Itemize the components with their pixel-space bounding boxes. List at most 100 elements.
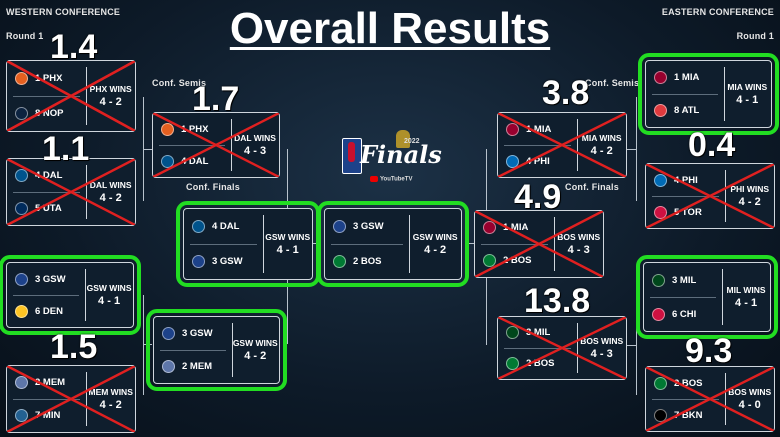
winner-label: GSW WINS (265, 232, 311, 242)
series-box-dal-uta[interactable]: 4 DAL 5 UTA DAL WINS 4 - 2 (6, 158, 136, 226)
team-label: 6 DEN (35, 305, 63, 317)
team-label: 3 GSW (182, 328, 213, 339)
team-label: 3 MIL (672, 274, 697, 286)
team-row: 1 MIA (646, 61, 724, 94)
gsw-logo-icon (162, 327, 175, 340)
series-result: MEM WINS 4 - 2 (86, 366, 135, 432)
gsw-logo-icon (333, 220, 346, 233)
mil-logo-icon (652, 273, 665, 287)
team-row: 3 MIL (644, 263, 722, 297)
team-row: 2 BOS (325, 244, 409, 279)
winner-label: DAL WINS (89, 180, 132, 190)
min-logo-icon (15, 409, 28, 422)
connector-line (636, 295, 637, 395)
team-label: 1 PHX (35, 73, 63, 84)
connector-line (626, 149, 636, 150)
series-result: DAL WINS 4 - 2 (86, 159, 135, 225)
series-box-gsw-mem[interactable]: 3 GSW 2 MEM GSW WINS 4 - 2 (146, 309, 287, 391)
team-label: 1 PHX (181, 123, 209, 135)
team-row: 2 MEM (154, 350, 232, 383)
winner-label: GSW WINS (232, 338, 278, 348)
series-box-mia-phi[interactable]: 1 MIA 4 PHI MIA WINS 4 - 2 (497, 112, 627, 178)
series-box-mil-bos[interactable]: 3 MIL 2 BOS BOS WINS 4 - 3 (497, 316, 627, 380)
chi-logo-icon (652, 307, 665, 321)
team-row: 4 PHI (646, 164, 725, 196)
team-label: 2 BOS (353, 256, 382, 267)
score-overlay: 4.9 (514, 178, 562, 216)
series-box-phi-tor[interactable]: 4 PHI 5 TOR PHI WINS 4 - 2 (645, 163, 775, 229)
bos-logo-icon (654, 376, 667, 390)
row-divider (190, 244, 258, 245)
connector-line (143, 149, 152, 150)
series-score: 4 - 3 (244, 145, 267, 157)
team-label: 4 DAL (181, 155, 209, 167)
series-box-mia-atl[interactable]: 1 MIA 8 ATL MIA WINS 4 - 1 (638, 53, 779, 135)
series-result: BOS WINS 4 - 0 (725, 367, 774, 431)
mem-logo-icon (162, 360, 175, 373)
team-label: 1 MIA (526, 123, 552, 135)
team-row: 2 BOS (475, 244, 554, 277)
team-row: 6 DEN (7, 295, 85, 327)
column-divider (409, 215, 411, 273)
series-box-phx-nop[interactable]: 1 PHX 8 NOP PHX WINS 4 - 2 (6, 60, 136, 132)
team-label: 3 MIL (526, 327, 551, 338)
channel-label: YouTubeTV (380, 176, 413, 183)
phx-logo-icon (15, 72, 28, 85)
series-box-phx-dal[interactable]: 1 PHX 4 DAL DAL WINS 4 - 3 (152, 112, 280, 178)
series-score: 4 - 0 (738, 399, 761, 411)
tor-logo-icon (654, 205, 667, 219)
page-title: Overall Results (229, 4, 551, 53)
row-divider (331, 244, 404, 245)
series-result: GSW WINS 4 - 1 (85, 263, 133, 327)
score-overlay: 1.5 (50, 328, 98, 366)
team-label: 2 BOS (503, 255, 532, 266)
column-divider (231, 323, 233, 377)
youtube-icon (370, 176, 378, 182)
column-divider (722, 269, 724, 325)
atl-logo-icon (654, 104, 667, 117)
series-box-mem-min[interactable]: 2 MEM 7 MIN MEM WINS 4 - 2 (6, 365, 136, 433)
connector-line (143, 295, 144, 395)
eastern-conference-label: EASTERN CONFERENCE (661, 7, 774, 17)
series-result: PHI WINS 4 - 2 (725, 164, 774, 228)
series-box-dal-gsw[interactable]: 4 DAL 3 GSW GSW WINS 4 - 1 (176, 201, 320, 287)
series-result: MIA WINS 4 - 2 (577, 113, 626, 177)
team-row: 1 MIA (498, 113, 577, 145)
team-label: 1 MIA (503, 222, 529, 233)
row-divider (652, 94, 718, 95)
gsw-logo-icon (192, 255, 205, 268)
bos-logo-icon (333, 255, 346, 268)
series-box-bos-bkn[interactable]: 2 BOS 7 BKN BOS WINS 4 - 0 (645, 366, 775, 432)
team-label: 4 PHI (674, 174, 698, 186)
team-row: 5 UTA (7, 192, 86, 225)
team-row: 2 BOS (498, 348, 577, 379)
series-score: 4 - 1 (736, 94, 759, 106)
team-label: 3 GSW (212, 256, 243, 267)
series-box-finals[interactable]: 3 GSW 2 BOS GSW WINS 4 - 2 (317, 201, 469, 287)
western-conference-label: WESTERN CONFERENCE (6, 7, 121, 17)
east-round1-label: Round 1 (736, 31, 774, 41)
series-score: 4 - 2 (590, 145, 613, 157)
trophy-icon (396, 130, 410, 148)
team-row: 6 CHI (644, 297, 722, 331)
team-row: 3 MIL (498, 317, 577, 348)
nba-logo-icon (342, 138, 362, 174)
series-box-gsw-den[interactable]: 3 GSW 6 DEN GSW WINS 4 - 1 (0, 255, 141, 335)
west-round1-label: Round 1 (6, 31, 44, 41)
dal-logo-icon (15, 169, 28, 182)
row-divider (13, 295, 80, 296)
series-result: PHX WINS 4 - 2 (86, 61, 135, 131)
team-label: 8 NOP (35, 108, 64, 119)
winner-label: DAL WINS (234, 133, 276, 143)
den-logo-icon (15, 304, 28, 318)
team-row: 2 BOS (646, 367, 725, 399)
series-box-mil-chi[interactable]: 3 MIL 6 CHI MIL WINS 4 - 1 (636, 255, 778, 339)
series-result: GSW WINS 4 - 2 (232, 317, 280, 383)
series-score: 4 - 2 (99, 399, 122, 411)
mia-logo-icon (654, 71, 667, 84)
column-divider (85, 269, 87, 321)
series-score: 4 - 1 (735, 297, 758, 309)
series-result: MIL WINS 4 - 1 (722, 263, 770, 331)
series-box-mia-bos[interactable]: 1 MIA 2 BOS BOS WINS 4 - 3 (474, 210, 604, 278)
score-overlay: 1.4 (50, 28, 98, 66)
